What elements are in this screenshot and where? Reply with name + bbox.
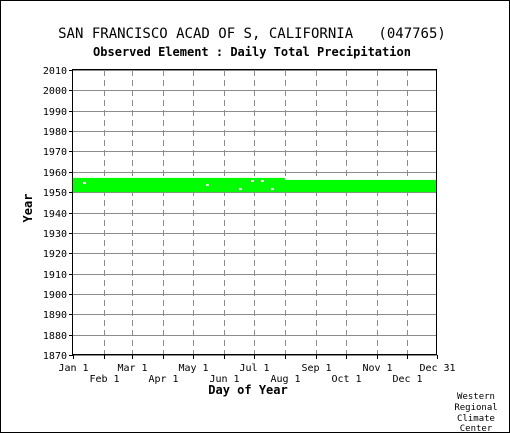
plot-area-border (72, 69, 437, 355)
credit-line: Center (460, 424, 493, 433)
credit-line: Climate (457, 414, 495, 424)
x-axis-label: Day of Year (208, 383, 287, 397)
x-tick-label: Sep 1 (301, 363, 331, 374)
y-tick-label: 1980 (43, 127, 67, 138)
chart-subtitle: Observed Element : Daily Total Precipita… (93, 45, 411, 59)
x-tick-label: Jun 1 (209, 374, 239, 385)
y-tick-label: 2010 (43, 66, 67, 77)
y-tick-label: 1910 (43, 270, 67, 281)
y-tick-label: 1920 (43, 249, 67, 260)
grid-lines (73, 70, 437, 356)
x-tick-label: Dec 31 (419, 363, 455, 374)
y-tick-label: 2000 (43, 86, 67, 97)
y-tick-label: 1900 (43, 290, 67, 301)
y-tick-label: 1870 (43, 351, 67, 362)
x-tick-label: Feb 1 (89, 374, 119, 385)
data-band (307, 179, 437, 193)
x-tick-label: May 1 (178, 363, 208, 374)
data-gap (83, 181, 86, 184)
y-axis-label: Year (21, 194, 35, 223)
chart-title: SAN FRANCISCO ACAD OF S, CALIFORNIA (047… (58, 26, 446, 42)
data-gap (239, 188, 242, 191)
y-tick-label: 1940 (43, 209, 67, 220)
x-tick-label: Apr 1 (148, 374, 178, 385)
data-band (285, 179, 307, 193)
x-tick-label: Oct 1 (331, 374, 361, 385)
data-band (73, 177, 285, 193)
x-tick-label: Nov 1 (362, 363, 392, 374)
credit-line: Regional (454, 403, 497, 413)
y-tick-label: 1950 (43, 188, 67, 199)
credit-block: Western Regional Climate Center (454, 392, 497, 433)
y-tick-label: 1990 (43, 107, 67, 118)
y-tick-label: 1930 (43, 229, 67, 240)
x-tick-label: Mar 1 (117, 363, 147, 374)
data-gap (206, 184, 209, 187)
y-tick-label: 1960 (43, 168, 67, 179)
y-tick-label: 1970 (43, 147, 67, 158)
y-tick-label: 1890 (43, 310, 67, 321)
x-tick-label: Aug 1 (270, 374, 300, 385)
data-gap (271, 188, 274, 191)
data-gap (261, 179, 264, 182)
y-tick-label: 1880 (43, 331, 67, 342)
y-tick-labels: 1870 1880 1890 1900 1910 1920 1930 1940 1950 1960… (43, 66, 73, 362)
data-gap (251, 179, 254, 182)
data-layer (73, 177, 437, 193)
x-tick-label: Jan 1 (58, 363, 88, 374)
x-tick-label: Jul 1 (239, 363, 269, 374)
credit-line: Western (457, 392, 495, 402)
x-tick-label: Dec 1 (392, 374, 422, 385)
